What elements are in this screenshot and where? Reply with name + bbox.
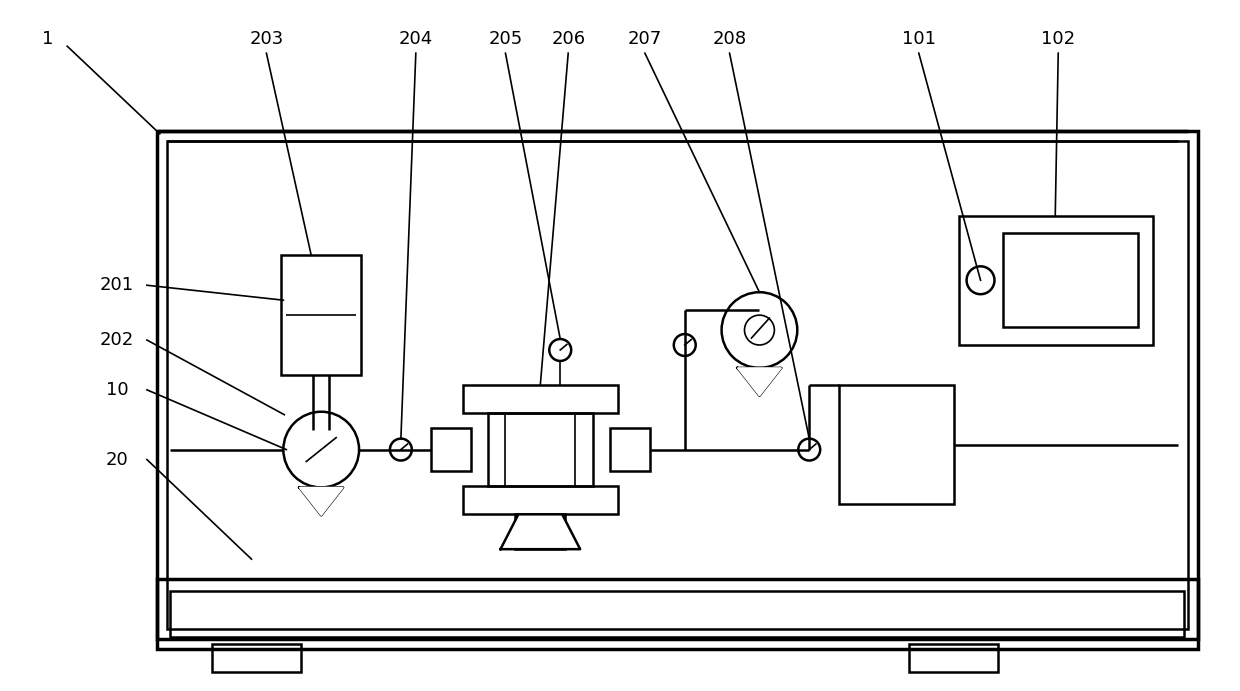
Bar (610, 428, 650, 471)
Bar (157, 131, 1198, 638)
Bar (516, 514, 565, 549)
Text: 207: 207 (627, 30, 662, 48)
Bar (463, 385, 618, 413)
Circle shape (549, 339, 572, 361)
Circle shape (284, 412, 360, 487)
Circle shape (673, 334, 696, 356)
Bar (170, 591, 1184, 637)
Bar (212, 644, 301, 672)
Text: 203: 203 (249, 30, 284, 48)
Bar (430, 428, 471, 471)
Circle shape (722, 292, 797, 368)
Polygon shape (299, 487, 343, 515)
Circle shape (389, 439, 412, 460)
Bar (157, 579, 1198, 649)
Text: 206: 206 (551, 30, 585, 48)
Text: 20: 20 (105, 451, 129, 468)
Text: 102: 102 (1042, 30, 1075, 48)
Text: 205: 205 (489, 30, 522, 48)
Circle shape (799, 439, 820, 460)
Text: 204: 204 (399, 30, 433, 48)
Text: 101: 101 (901, 30, 936, 48)
Text: 208: 208 (713, 30, 746, 48)
Bar (487, 413, 593, 486)
Polygon shape (501, 514, 580, 549)
Text: 202: 202 (100, 331, 134, 349)
Bar (909, 644, 998, 672)
Text: 10: 10 (105, 381, 129, 399)
Bar (463, 486, 618, 514)
Polygon shape (738, 368, 781, 396)
Circle shape (744, 315, 774, 345)
Bar (959, 216, 1153, 345)
Circle shape (967, 266, 994, 294)
Text: 1: 1 (42, 30, 53, 48)
Bar (1003, 234, 1138, 327)
Text: 201: 201 (100, 276, 134, 294)
Bar (281, 256, 361, 375)
Bar (167, 141, 1188, 629)
Bar (839, 385, 954, 504)
